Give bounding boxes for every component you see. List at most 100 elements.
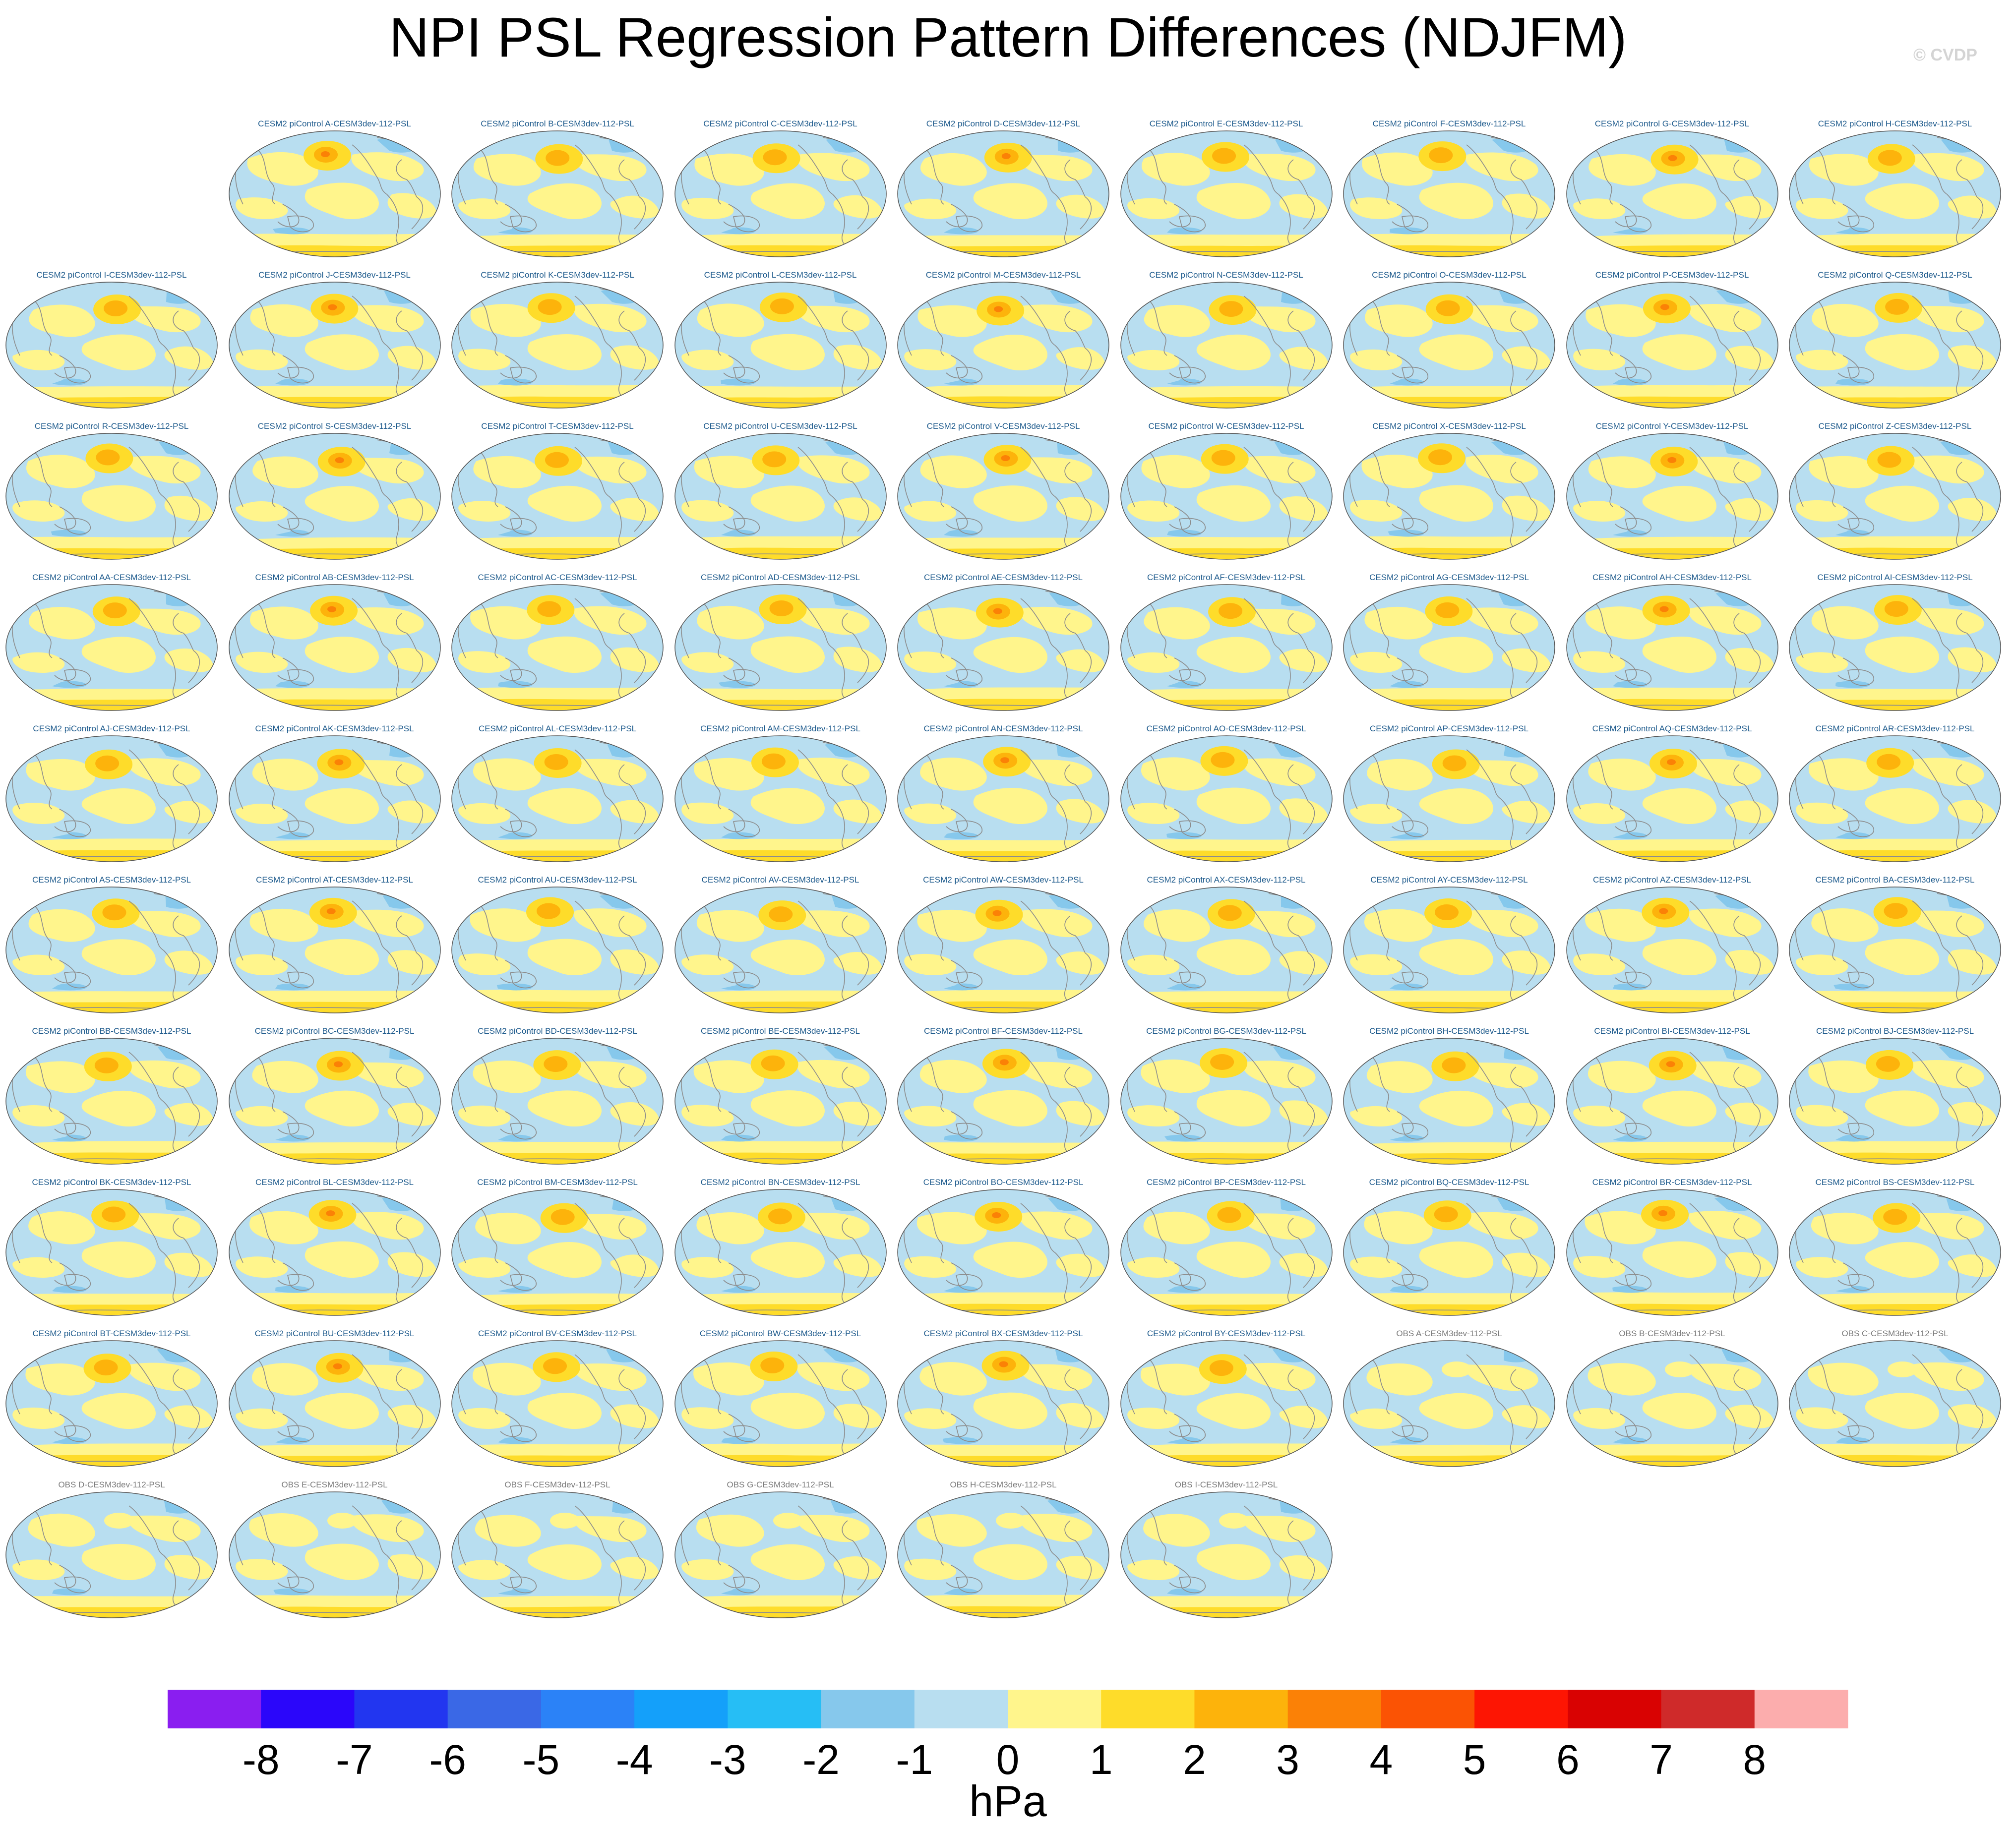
robinson-map [1789, 1038, 2001, 1165]
coastline [1020, 598, 1056, 649]
coastline [1748, 196, 1761, 230]
field-positive-shading [610, 647, 659, 672]
coastline [634, 801, 646, 834]
coastline [1510, 159, 1531, 197]
coastline [841, 159, 863, 197]
coastline [574, 1505, 610, 1556]
map-border [1343, 584, 1555, 711]
field-positive-shading [473, 154, 541, 186]
robinson-map [897, 887, 1109, 1013]
coastline [395, 1369, 417, 1407]
coastline [926, 754, 944, 810]
coastline [128, 1354, 164, 1405]
coastline [277, 355, 299, 379]
field-positive-shading [387, 800, 436, 824]
coastline [287, 971, 314, 989]
coastline [1149, 603, 1167, 658]
field-positive-shading [750, 485, 825, 522]
field-negative-strong [1504, 742, 1531, 758]
coastline [1624, 518, 1651, 535]
coastline [64, 820, 91, 837]
robinson-map [674, 130, 887, 257]
field-negative-strong [272, 227, 310, 235]
npi-center-2hpa [1442, 1057, 1466, 1073]
field-positive-shading [235, 651, 288, 673]
map-panel: CESM2 piControl BN-CESM3dev-112-PSL [669, 1178, 892, 1326]
field-positive-shading [1362, 152, 1433, 186]
robinson-map [897, 1189, 1109, 1316]
coastline [1178, 366, 1206, 384]
coastline [1466, 1052, 1502, 1102]
field-positive-shading [1056, 951, 1105, 975]
coastline [956, 366, 982, 384]
robinson-map [1343, 433, 1555, 560]
coastline [352, 1052, 387, 1102]
field-positive-shading [1948, 345, 1997, 370]
coastline [1302, 952, 1315, 986]
field-positive-shading [128, 306, 201, 333]
coastline [1614, 506, 1637, 530]
field-positive-shading [833, 647, 882, 672]
map-panel: CESM2 piControl R-CESM3dev-112-PSL [0, 421, 223, 570]
coastline [1733, 915, 1755, 953]
npi-center-2hpa [95, 755, 120, 771]
coastline [1302, 650, 1315, 683]
field-positive-shading [473, 758, 541, 791]
map-panel: CESM2 piControl AQ-CESM3dev-112-PSL [1561, 724, 1784, 873]
coastline [856, 952, 869, 986]
panel-title: CESM2 piControl BP-CESM3dev-112-PSL [1147, 1178, 1306, 1187]
coastline [1302, 1557, 1315, 1591]
coastline [618, 915, 640, 953]
field-positive-shading [1725, 800, 1774, 824]
colorbar-swatch [1474, 1690, 1568, 1728]
coastline [926, 452, 944, 507]
field-positive-shading [1196, 787, 1271, 825]
field-positive-shading [1573, 953, 1625, 975]
coastline [500, 1111, 522, 1135]
field-positive-shading [252, 759, 318, 791]
field-positive-shading [693, 758, 764, 791]
map-border [5, 1038, 218, 1165]
watermark: © CVDP [1913, 46, 1977, 64]
coastline [841, 764, 863, 802]
coastline [856, 1557, 869, 1591]
robinson-map [5, 887, 218, 1013]
map-border [1343, 282, 1555, 409]
field-positive-shading [164, 1103, 213, 1126]
page-title: NPI PSL Regression Pattern Differences (… [389, 6, 1627, 68]
coastline [64, 1576, 91, 1594]
field-positive-shading [249, 304, 318, 337]
field-positive-shading [1419, 1241, 1493, 1278]
coastline [1614, 960, 1637, 984]
map-panel: CESM2 piControl BR-CESM3dev-112-PSL [1561, 1178, 1784, 1326]
coastline [1168, 355, 1191, 379]
coastline [1510, 310, 1531, 349]
npi-center-2hpa [546, 150, 570, 166]
field-positive-shading [246, 152, 318, 186]
robinson-map [451, 433, 664, 560]
field-positive-shading [1466, 305, 1538, 333]
field-positive-shading [1196, 1393, 1271, 1429]
coastline [733, 366, 760, 384]
colorbar-swatch [1568, 1690, 1662, 1728]
field-positive-shading [1419, 485, 1493, 522]
coastline [395, 764, 417, 802]
coastline [634, 650, 646, 683]
npi-center-2hpa [1883, 1209, 1907, 1225]
coastline [1614, 809, 1637, 832]
panel-title: CESM2 piControl BU-CESM3dev-112-PSL [254, 1329, 415, 1338]
coastline [395, 915, 417, 953]
field-positive-shading [351, 152, 424, 181]
robinson-map [1343, 130, 1555, 257]
field-positive-shading [458, 953, 511, 975]
map-panel: OBS A-CESM3dev-112-PSL [1338, 1329, 1561, 1478]
coastline [1243, 1052, 1279, 1102]
coastline [1243, 1505, 1279, 1556]
field-positive-shading [1196, 183, 1271, 220]
panel-title: CESM2 piControl E-CESM3dev-112-PSL [1149, 119, 1303, 128]
field-positive-shading [681, 500, 733, 522]
field-positive-shading [387, 1252, 436, 1277]
field-negative-strong [1504, 1045, 1531, 1060]
coastline [723, 809, 745, 832]
coastline [277, 657, 299, 681]
